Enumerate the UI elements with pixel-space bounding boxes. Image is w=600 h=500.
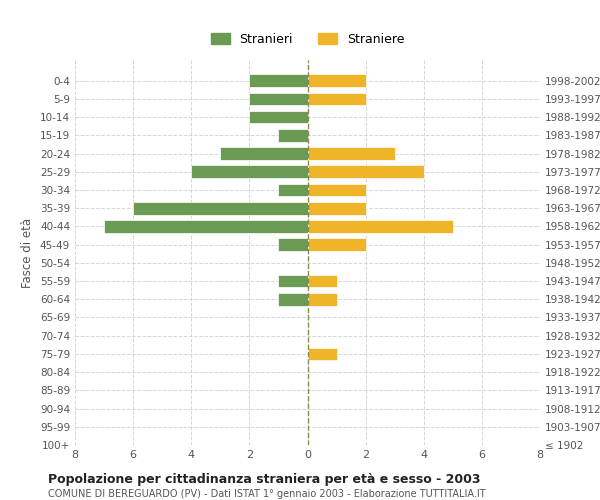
Bar [308,293,337,306]
Bar [308,238,365,251]
Bar [308,202,365,214]
Bar [308,74,365,87]
Bar [191,166,308,178]
Bar [133,202,308,214]
Bar [250,92,308,106]
Bar [308,166,424,178]
Bar [278,184,308,196]
Y-axis label: Fasce di età: Fasce di età [22,218,34,288]
Bar [220,147,308,160]
Bar [278,238,308,251]
Bar [308,147,395,160]
Bar [278,129,308,141]
Bar [250,74,308,87]
Bar [278,293,308,306]
Legend: Stranieri, Straniere: Stranieri, Straniere [206,28,409,50]
Bar [250,110,308,124]
Bar [308,184,365,196]
Text: COMUNE DI BEREGUARDO (PV) - Dati ISTAT 1° gennaio 2003 - Elaborazione TUTTITALIA: COMUNE DI BEREGUARDO (PV) - Dati ISTAT 1… [48,489,485,499]
Bar [104,220,308,233]
Bar [308,92,365,106]
Bar [308,348,337,360]
Text: Popolazione per cittadinanza straniera per età e sesso - 2003: Popolazione per cittadinanza straniera p… [48,472,481,486]
Bar [278,274,308,287]
Bar [308,220,453,233]
Bar [308,274,337,287]
